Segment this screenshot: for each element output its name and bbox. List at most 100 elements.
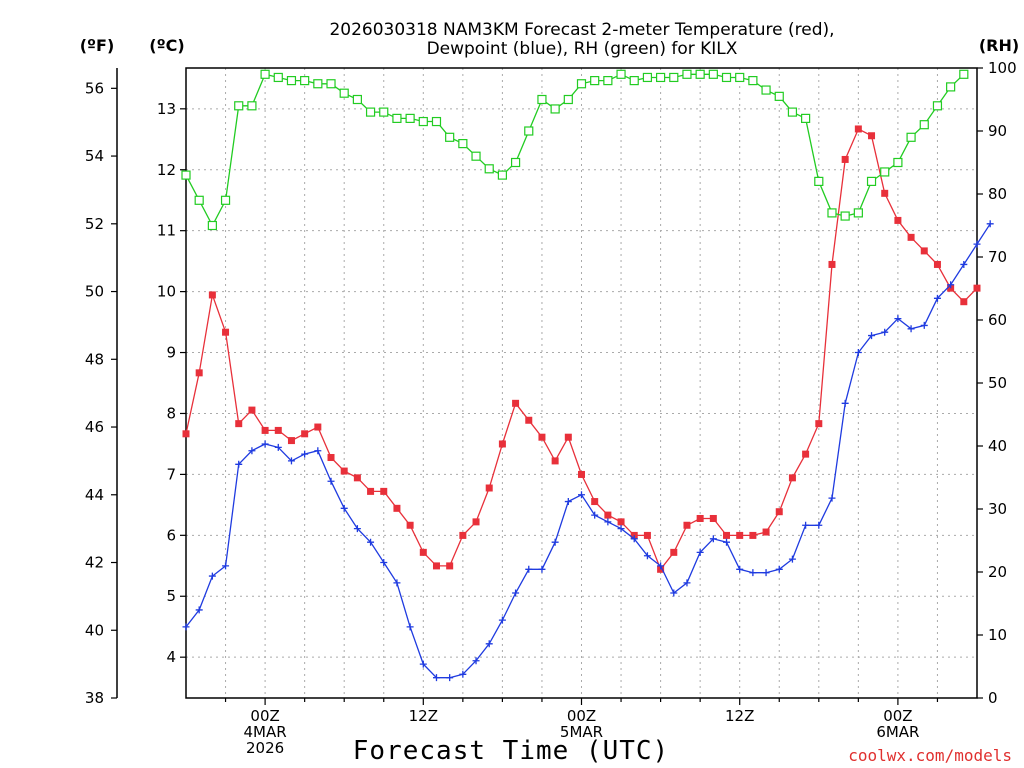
dewpoint-point: [485, 640, 493, 648]
temperature-point: [314, 423, 322, 431]
temperature-point: [261, 426, 269, 434]
rh-point: [510, 157, 521, 168]
dewpoint-point: [960, 260, 968, 268]
dewpoint-point: [894, 315, 902, 323]
rh-point: [458, 139, 468, 149]
dewpoint-point: [723, 538, 731, 546]
rh-point: [853, 208, 863, 218]
temperature-point: [617, 518, 625, 526]
dewpoint-point: [907, 325, 915, 333]
series: [181, 69, 994, 682]
dewpoint-point: [986, 220, 994, 228]
dewpoint-point: [551, 538, 559, 546]
dewpoint-point: [208, 572, 216, 580]
dewpoint-point: [815, 521, 823, 529]
dewpoint-point: [340, 504, 348, 512]
dewpoint-point: [841, 399, 849, 407]
temperature-point: [841, 155, 849, 163]
series-temperature: [182, 125, 981, 573]
rh-point: [840, 211, 850, 221]
rh-point: [234, 101, 244, 111]
rh-point: [682, 69, 692, 79]
rh-point: [497, 170, 507, 180]
rh-axis: 0 10 20 30 40 50 60 70 80 90 100: [977, 59, 1017, 707]
temperature-point: [723, 531, 731, 539]
temperature-point: [933, 260, 941, 268]
rh-point: [603, 75, 613, 86]
dewpoint-point: [828, 494, 836, 502]
temperature-point: [854, 125, 862, 133]
temperature-point: [973, 284, 981, 292]
rh-point: [273, 72, 283, 83]
temperature-point: [868, 132, 876, 140]
dewpoint-point: [657, 562, 665, 570]
series-rh: [181, 69, 969, 231]
dewpoint-point: [195, 606, 203, 614]
rh-point: [405, 113, 415, 124]
rh-tick-label: 70: [988, 248, 1007, 266]
dewpoint-point: [248, 447, 256, 455]
dewpoint-point: [775, 565, 783, 573]
rh-point: [537, 94, 547, 105]
dewpoint-point: [287, 457, 295, 465]
rh-point: [866, 176, 877, 186]
rh-point: [220, 195, 231, 205]
rh-point: [629, 75, 639, 86]
temperature-point: [301, 430, 309, 438]
temperature-point: [419, 548, 427, 556]
celsius-tick-label: 12: [157, 161, 176, 179]
dewpoint-point: [591, 511, 599, 519]
temperature-point: [287, 437, 295, 445]
rh-tick-label: 80: [988, 185, 1007, 203]
celsius-tick-label: 9: [166, 344, 176, 362]
dewpoint-point: [498, 616, 506, 624]
rh-point: [880, 167, 890, 177]
rh-point: [445, 132, 455, 142]
dewpoint-point: [736, 565, 744, 573]
rh-point: [814, 176, 824, 186]
rh-point: [392, 113, 402, 124]
temperature-point: [380, 487, 388, 495]
rh-point: [365, 107, 376, 117]
rh-point: [576, 79, 587, 89]
temperature-point: [960, 298, 968, 306]
celsius-tick-label: 8: [166, 404, 176, 422]
dewpoint-point: [538, 565, 546, 573]
rh-tick-label: 90: [988, 122, 1007, 140]
temperature-point: [222, 328, 230, 336]
rh-point: [313, 79, 323, 89]
rh-tick-label: 60: [988, 311, 1007, 329]
dewpoint-point: [696, 548, 704, 556]
celsius-unit-label: (ºC): [149, 36, 184, 55]
dewpoint-point: [683, 579, 691, 587]
dewpoint-point: [353, 525, 361, 533]
rh-point: [669, 72, 679, 83]
temperature-point: [498, 440, 506, 448]
fahrenheit-tick-label: 50: [85, 283, 104, 301]
temperature-point: [696, 514, 704, 522]
temperature-point: [709, 514, 717, 522]
rh-tick-label: 30: [988, 500, 1007, 518]
temperature-point: [512, 399, 520, 407]
rh-point: [326, 79, 336, 89]
rh-point: [721, 72, 732, 83]
celsius-tick-label: 6: [166, 526, 176, 544]
temperature-point: [881, 189, 889, 197]
time-tick-label: 6MAR: [876, 723, 919, 741]
dewpoint-point: [406, 623, 414, 631]
dewpoint-point: [749, 569, 757, 577]
dewpoint-point: [670, 589, 678, 597]
temperature-point: [208, 291, 216, 299]
dewpoint-point: [604, 518, 612, 526]
dewpoint-point: [933, 294, 941, 302]
rh-point: [550, 104, 560, 114]
dewpoint-point: [564, 498, 572, 506]
rh-tick-label: 10: [988, 626, 1007, 644]
celsius-tick-label: 7: [166, 465, 176, 483]
dewpoint-point: [222, 562, 230, 570]
gridlines: [186, 68, 977, 698]
dewpoint-point: [182, 623, 190, 631]
rh-point: [339, 88, 349, 98]
rh-tick-label: 20: [988, 563, 1007, 581]
